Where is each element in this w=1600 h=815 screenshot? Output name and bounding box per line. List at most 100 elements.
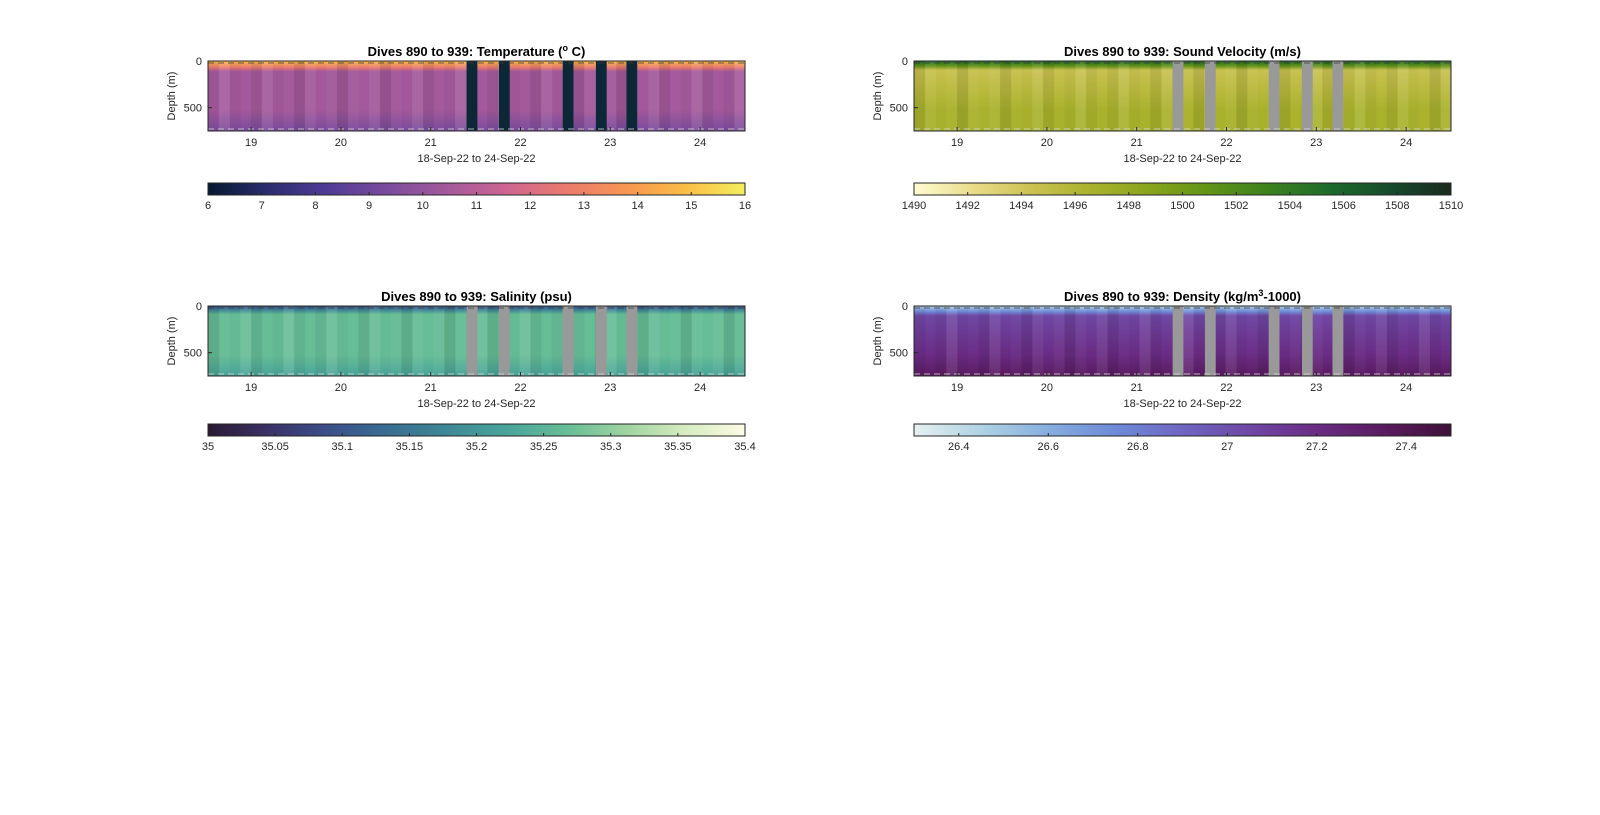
profile-strip [240, 306, 252, 376]
profile-strip [1311, 306, 1323, 376]
chart-panel-3: Dives 890 to 939: Salinity (psu) 19 20 21 22… [166, 289, 756, 453]
title-prefix: Dives 890 to 939: [1064, 44, 1173, 59]
colorbar-tick-label: 27.2 [1306, 441, 1327, 453]
profile-strip [444, 306, 456, 376]
profile-strip [1279, 61, 1291, 131]
profile-strip [1096, 306, 1108, 376]
profile-strip [1011, 306, 1022, 376]
profile-strip [1140, 61, 1151, 131]
profile-strip [648, 306, 660, 376]
profile-strip [1043, 306, 1054, 376]
profile-strip [681, 61, 692, 131]
profile-strip [1386, 306, 1398, 376]
profile-strip [1129, 306, 1140, 376]
profile-strip [487, 306, 499, 376]
profile-strip [1107, 306, 1119, 376]
y-axis-label: Depth (m) [166, 72, 178, 121]
profile-strip [925, 306, 936, 376]
profile-strip [691, 306, 703, 376]
profile-strip [519, 61, 530, 131]
profile-strip [1097, 61, 1108, 131]
data-gap [626, 306, 638, 376]
y-axis-label: Depth (m) [872, 72, 884, 121]
profile-strip [1011, 61, 1022, 131]
profile-strip [1429, 61, 1441, 131]
profile-strip [670, 61, 681, 131]
data-gap [1301, 61, 1313, 131]
profile-strip [1397, 306, 1408, 376]
y-tick-label: 500 [890, 348, 908, 360]
profile-strip [1075, 306, 1086, 376]
colorbar-tick-label: 35.25 [530, 441, 558, 453]
profile-strip [584, 306, 595, 376]
profile-strip [702, 306, 713, 376]
profile-strip [946, 306, 958, 376]
profile-strip [1236, 61, 1248, 131]
profile-strip [304, 61, 316, 131]
title-main: Temperature ( [477, 44, 563, 59]
profile-strip [1161, 306, 1172, 376]
x-axis-label: 18-Sep-22 to 24-Sep-22 [1123, 398, 1241, 410]
profile-strip [283, 61, 294, 131]
title-main: Salinity (psu) [490, 289, 572, 304]
profile-strip [358, 61, 369, 131]
profile-strip [616, 61, 628, 131]
profile-strip [616, 306, 627, 376]
colorbar-tick-label: 1498 [1117, 200, 1141, 212]
profile-strip [1247, 61, 1258, 131]
profile-strip [989, 61, 1001, 131]
y-axis-label: Depth (m) [166, 317, 178, 366]
colorbar-tick-label: 1492 [955, 200, 979, 212]
profile-strip [401, 306, 413, 376]
profile-strip [1215, 61, 1226, 131]
profile-strip [540, 61, 553, 131]
data-gap [466, 61, 478, 131]
profile-strip [1408, 61, 1419, 131]
x-tick-label: 20 [1041, 382, 1053, 394]
colorbar-tick-label: 35.3 [600, 441, 621, 453]
profile-strip [573, 61, 585, 131]
title-main: Sound Velocity (m/s) [1173, 44, 1301, 59]
x-tick-label: 19 [951, 137, 963, 149]
title-superscript: o [563, 43, 569, 53]
profile-strip [1440, 61, 1452, 131]
profile-strip [433, 306, 445, 376]
profile-strip [1075, 61, 1087, 131]
profile-strip [358, 306, 370, 376]
colorbar-tick-label: 7 [259, 200, 265, 212]
x-tick-label: 22 [514, 382, 526, 394]
profile-strip [434, 61, 445, 131]
y-tick-label: 500 [184, 348, 202, 360]
profile-strip [487, 61, 499, 131]
chart-title: Dives 890 to 939: Density (kg/m3-1000) [1064, 288, 1301, 304]
data-gap [1301, 306, 1313, 376]
profile-strip [552, 306, 563, 376]
profile-strip [240, 61, 251, 131]
x-tick-label: 20 [335, 137, 347, 149]
profile-strip [648, 61, 660, 131]
profile-strip [1258, 61, 1269, 131]
profile-strip [734, 61, 746, 131]
colorbar: 6 7 8 9 10 11 12 13 14 15 16 [205, 182, 751, 212]
profile-strip [1150, 306, 1162, 376]
profile-strip [1182, 306, 1194, 376]
profile-strip [605, 306, 617, 376]
colorbar-tick-label: 26.8 [1127, 441, 1148, 453]
profile-strip [1107, 61, 1119, 131]
profile-strip [723, 306, 735, 376]
x-tick-label: 23 [604, 382, 616, 394]
profile-strip [422, 61, 435, 131]
profile-strip [1183, 61, 1194, 131]
title-main: Density (kg/m [1173, 289, 1258, 304]
profile-strip [519, 306, 531, 376]
colorbar-tick-label: 1490 [902, 200, 926, 212]
colorbar-tick-label: 1508 [1385, 200, 1409, 212]
data-gap [562, 61, 574, 131]
profile-strip [1236, 306, 1247, 376]
chart-panel-2: Dives 890 to 939: Sound Velocity (m/s) 19… [872, 44, 1463, 212]
x-tick-label: 23 [1310, 137, 1322, 149]
colorbar: 26.4 26.6 26.8 27 27.2 27.4 [913, 423, 1452, 453]
profile-strip [1419, 61, 1430, 131]
profile-strip [924, 61, 936, 131]
profile-strip [1440, 306, 1451, 376]
